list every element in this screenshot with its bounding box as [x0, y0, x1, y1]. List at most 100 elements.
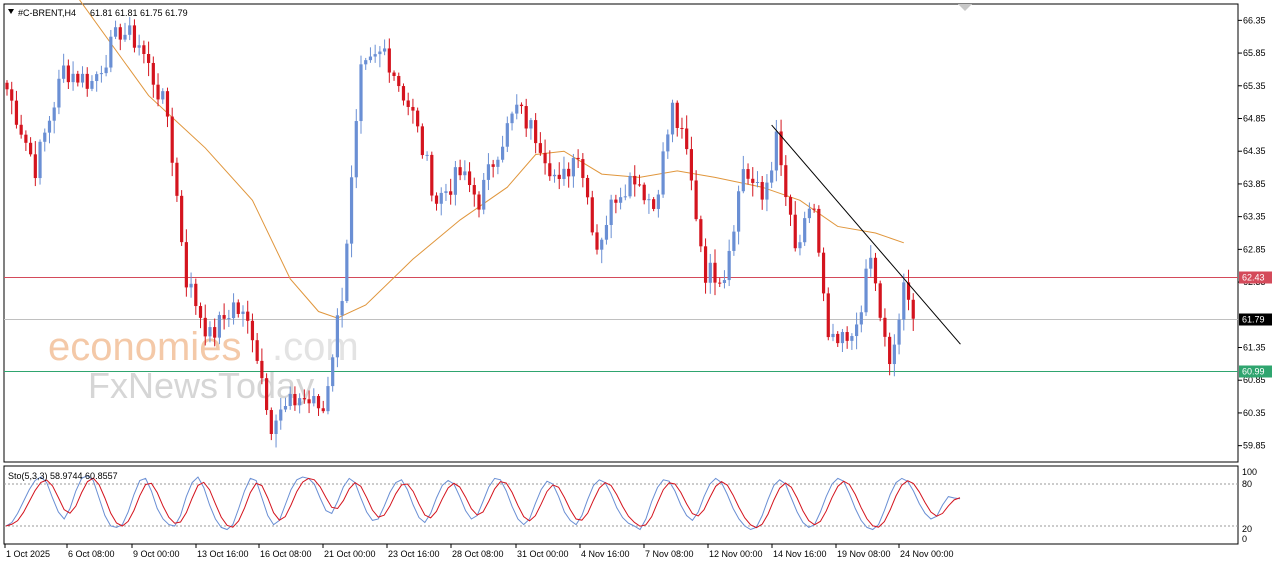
candle-body [109, 36, 113, 68]
candle-body [467, 171, 472, 186]
x-tick-label: 1 Oct 2025 [6, 549, 50, 559]
candle-body [331, 357, 335, 387]
candle-body [416, 110, 420, 127]
price-badge-resistance [1239, 271, 1272, 284]
price-badge-label: 62.43 [1242, 273, 1265, 283]
candle-body [307, 399, 311, 404]
candle-body [888, 336, 892, 365]
candle-body [576, 157, 580, 160]
candle-body [302, 398, 306, 400]
x-tick-label: 12 Nov 00:00 [709, 549, 763, 559]
candle-body [699, 219, 703, 247]
candle-body [859, 312, 863, 325]
watermark-logo: economies .com FxNewsToday [48, 325, 359, 406]
candle-body [906, 282, 911, 300]
candle-body [38, 141, 42, 179]
candle-body [345, 243, 349, 302]
candle-body [510, 113, 514, 124]
candle-body [595, 232, 599, 250]
candle-body [411, 106, 415, 111]
candle-body [260, 360, 264, 379]
candle-body [878, 283, 882, 318]
candle-body [515, 104, 519, 114]
candle-body [779, 131, 783, 166]
candle-body [316, 396, 321, 409]
candle-body [113, 27, 118, 37]
candle-body [151, 62, 155, 85]
candle-body [694, 180, 698, 220]
candle-body [430, 154, 434, 196]
candle-body [368, 56, 373, 61]
candle-body [378, 51, 382, 55]
candle-body [227, 318, 231, 320]
candle-body [614, 199, 618, 203]
candle-body [236, 302, 240, 314]
x-tick-label: 6 Oct 08:00 [68, 549, 115, 559]
candle-body [581, 159, 585, 178]
candle-body [66, 65, 70, 83]
candle-body [255, 340, 259, 361]
candle-body [713, 262, 717, 283]
candle-body [406, 100, 410, 107]
price-badge-current [1239, 313, 1272, 326]
candle-body [864, 268, 868, 313]
candle-body [765, 182, 769, 200]
watermark-brand: economies [48, 325, 241, 369]
symbol-label: #C-BRENT,H4 [18, 8, 76, 18]
candle-body [24, 134, 28, 143]
candle-body [477, 194, 481, 210]
stochastic-label: Sto(5,3,3) 58.9744 60.8557 [8, 471, 118, 481]
candle-body [732, 231, 736, 251]
candle-body [670, 102, 675, 135]
candle-body [562, 168, 566, 179]
candle-body [571, 157, 575, 177]
candle-body [760, 182, 764, 200]
x-tick-label: 9 Oct 00:00 [133, 549, 180, 559]
candle-body [656, 194, 660, 209]
candle-body [836, 333, 840, 344]
candle-body [538, 143, 542, 153]
candle-body [373, 54, 377, 57]
candle-body [33, 154, 37, 179]
candle-body [552, 174, 557, 177]
candle-body [652, 199, 656, 209]
y-tick-label: 64.35 [1243, 146, 1266, 156]
chart-header: #C-BRENT,H4 61.81 61.81 61.75 61.79 [8, 8, 188, 18]
candle-body [198, 306, 203, 318]
candle-body [62, 65, 66, 79]
candle-body [265, 378, 269, 411]
candle-body [708, 262, 712, 283]
candle-body [453, 167, 457, 195]
candle-body [47, 120, 52, 133]
candle-body [496, 159, 500, 167]
candle-body [250, 320, 255, 341]
y-tick-label: 63.85 [1243, 179, 1266, 189]
candle-body [434, 195, 439, 204]
candle-body [817, 208, 821, 253]
candle-body [619, 197, 623, 203]
candle-body [770, 170, 774, 183]
candle-body [359, 64, 363, 122]
candle-body [873, 257, 878, 284]
candle-body [774, 131, 778, 171]
dropdown-triangle-icon[interactable] [8, 9, 14, 14]
y-tick-label: 66.35 [1243, 15, 1266, 25]
candle-body [458, 167, 462, 176]
candle-body [567, 168, 571, 177]
chart-shift-icon[interactable] [958, 4, 972, 11]
candle-body [534, 120, 538, 144]
candle-body [855, 324, 859, 337]
sto-level-80: 80 [1242, 479, 1252, 489]
stochastic-lines [4, 475, 1238, 531]
candle-body [491, 164, 495, 167]
ohlc-label: 61.81 61.81 61.75 61.79 [90, 8, 188, 18]
x-tick-label: 23 Oct 16:00 [388, 549, 440, 559]
candle-body [95, 74, 99, 82]
candle-body [685, 128, 689, 150]
candle-body [349, 177, 354, 244]
candle-body [246, 311, 250, 321]
candle-body [14, 100, 19, 125]
candle-body [189, 283, 193, 288]
candle-body [604, 224, 609, 240]
candle-body [71, 73, 75, 83]
